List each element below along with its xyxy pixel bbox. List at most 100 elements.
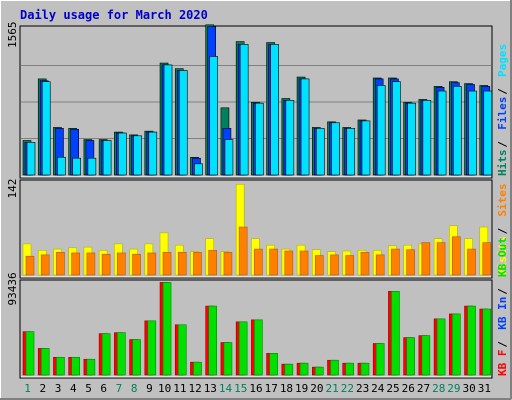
- bar-pages-day-31: [483, 90, 493, 176]
- bar-sites-day-4: [71, 252, 80, 276]
- legend-item: Files: [496, 97, 509, 130]
- bar-kb-out-day-15: [238, 321, 248, 376]
- bar-kb-out-day-26: [406, 337, 415, 376]
- bar-kb-out-day-19: [299, 362, 309, 376]
- bar-pages-day-5: [87, 157, 97, 176]
- bar-kb-out-day-14: [223, 342, 233, 376]
- bar-kb-out-day-11: [177, 324, 187, 376]
- legend-item: Pages: [496, 44, 509, 77]
- day-label-19: 19: [295, 382, 308, 395]
- panel-border: [19, 279, 493, 379]
- bar-sites-day-10: [162, 252, 172, 276]
- bar-kb-out-day-29: [452, 313, 461, 376]
- bar-pages-day-23: [361, 120, 371, 176]
- legend-separator: /: [496, 288, 509, 295]
- bar-sites-day-18: [284, 250, 294, 276]
- day-label-12: 12: [188, 382, 201, 395]
- day-label-11: 11: [173, 382, 186, 395]
- bar-sites-day-31: [482, 242, 492, 276]
- bars: [22, 282, 492, 376]
- day-label-15: 15: [234, 382, 247, 395]
- bar-sites-day-3: [56, 252, 65, 276]
- day-label-13: 13: [204, 382, 217, 395]
- bar-pages-day-16: [255, 102, 264, 176]
- legend-item: KB F: [496, 350, 509, 377]
- day-label-27: 27: [417, 382, 430, 395]
- panel-kb: 93436 KB F / KB In / KB Out: [6, 237, 509, 379]
- bar-pages-day-28: [437, 90, 447, 176]
- panel-border: [19, 179, 493, 279]
- bar-pages-day-7: [118, 132, 127, 176]
- bar-kb-out-day-2: [40, 348, 50, 376]
- bar-sites-day-30: [467, 248, 476, 276]
- bar-kb-out-day-8: [132, 339, 141, 376]
- day-label-3: 3: [55, 382, 62, 395]
- bar-pages-day-26: [407, 102, 416, 176]
- day-label-28: 28: [432, 382, 445, 395]
- bar-sites-day-15: [238, 226, 248, 276]
- day-label-10: 10: [158, 382, 171, 395]
- legend: Hits / Files / Pages: [496, 44, 509, 176]
- day-label-17: 17: [265, 382, 278, 395]
- bar-kb-out-day-20: [314, 366, 324, 376]
- bar-kb-out-day-4: [71, 356, 80, 376]
- bar-sites-day-22: [345, 255, 355, 276]
- bar-pages-day-13: [209, 56, 219, 176]
- bar-kb-out-day-31: [482, 308, 492, 376]
- day-label-9: 9: [146, 382, 153, 395]
- day-label-21: 21: [326, 382, 339, 395]
- legend-item: Hits: [496, 150, 509, 177]
- day-label-20: 20: [310, 382, 323, 395]
- day-label-30: 30: [463, 382, 476, 395]
- bar-pages-day-24: [376, 85, 386, 176]
- bar-pages-day-30: [468, 90, 477, 176]
- bar-pages-day-15: [239, 44, 249, 176]
- bar-sites-day-27: [421, 242, 431, 276]
- bar-pages-day-10: [163, 64, 173, 176]
- day-label-7: 7: [116, 382, 123, 395]
- bar-sites-day-20: [314, 255, 324, 276]
- bar-kb-out-day-27: [421, 335, 431, 376]
- bar-kb-out-day-17: [269, 353, 278, 376]
- bar-sites-day-21: [330, 254, 339, 276]
- bar-kb-out-day-18: [284, 363, 294, 376]
- bar-pages-day-25: [392, 81, 401, 176]
- legend-item: KB In: [496, 297, 509, 330]
- y-max-label: 142: [6, 179, 19, 199]
- bar-kb-out-day-22: [345, 362, 355, 376]
- bar-kb-out-day-10: [162, 282, 172, 376]
- bar-pages-day-1: [26, 142, 36, 176]
- bar-pages-day-18: [285, 100, 295, 176]
- day-label-4: 4: [70, 382, 77, 395]
- day-label-1: 1: [24, 382, 31, 395]
- bar-sites-day-25: [391, 248, 400, 276]
- y-max-label: 93436: [6, 272, 19, 305]
- bar-kb-out-day-7: [117, 332, 126, 376]
- bar-pages-day-20: [315, 128, 325, 176]
- bar-sites-day-1: [25, 255, 35, 276]
- legend-item: Visits: [496, 236, 509, 276]
- bar-kb-out-day-21: [330, 359, 339, 376]
- bar-pages-day-22: [346, 128, 356, 176]
- bar-sites-day-26: [406, 249, 415, 276]
- day-label-26: 26: [402, 382, 415, 395]
- chart-panels: 1565 Hits / Files / Pages 142 Visits / Site…: [6, 22, 509, 379]
- bar-sites-day-16: [254, 248, 263, 276]
- bar-pages-day-21: [331, 122, 340, 176]
- bar-kb-out-day-30: [467, 305, 476, 376]
- bar-kb-out-day-16: [254, 319, 263, 376]
- day-axis: 1 2 3 4 5 6 7 8 9 10 11 12 13 14 15 16 17 18 19 20 21 22 23 24 2…: [24, 382, 491, 395]
- bar-kb-out-day-24: [375, 343, 385, 376]
- day-label-2: 2: [40, 382, 47, 395]
- legend-separator: /: [496, 341, 509, 348]
- bar-kb-out-day-28: [436, 318, 446, 376]
- bar-kb-out-day-23: [360, 362, 370, 376]
- bar-sites-day-12: [193, 252, 202, 276]
- bar-sites-day-13: [208, 250, 218, 276]
- legend: Visits / Sites: [496, 183, 509, 276]
- legend-separator: /: [496, 88, 509, 95]
- day-label-18: 18: [280, 382, 293, 395]
- bar-sites-day-7: [117, 252, 126, 276]
- bar-sites-day-2: [40, 254, 50, 276]
